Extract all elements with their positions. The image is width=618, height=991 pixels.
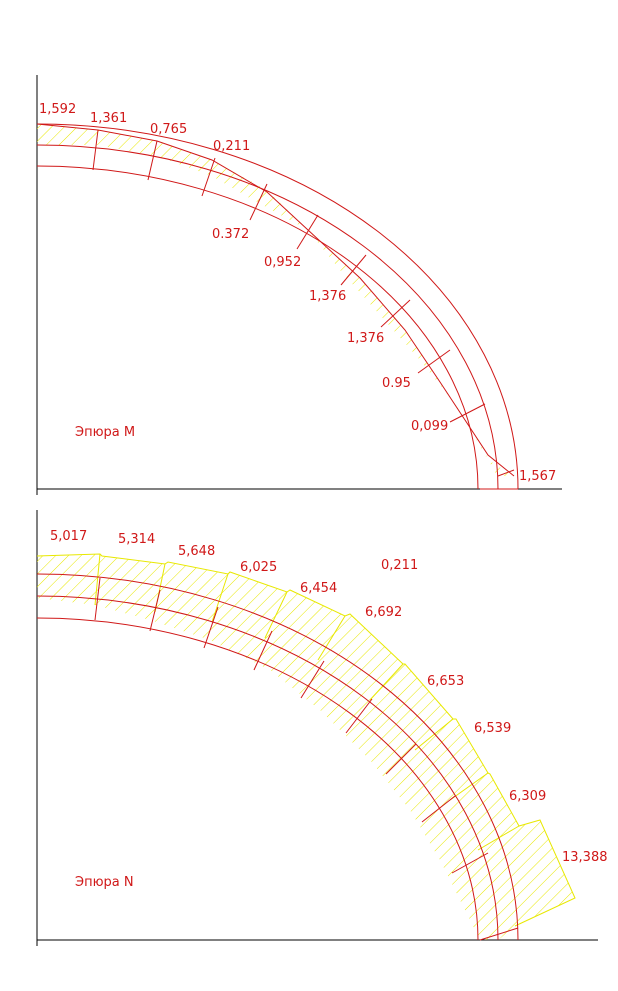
m-segment-lines [92, 129, 518, 490]
n-segment-line [203, 606, 219, 649]
m-segment-line [296, 214, 319, 250]
n-segment-line [253, 630, 273, 671]
m-segment-line [201, 157, 216, 197]
diagram-m: 1,592 1,361 0,765 0,211 0.372 0,952 1,37… [36, 75, 562, 495]
m-value-label: 1,376 [309, 289, 346, 304]
m-hatch-area-top [37, 124, 308, 230]
m-segment-line [340, 254, 367, 286]
n-value-label: 5,648 [178, 544, 215, 559]
m-value-label: 1,376 [347, 331, 384, 346]
m-value-label: 0,952 [264, 255, 301, 270]
n-value-label: 5,017 [50, 529, 87, 544]
m-segment-line [147, 140, 158, 181]
n-force-tick [449, 772, 489, 801]
m-arch-inner [36, 165, 479, 490]
m-hatch-area-bottom [308, 230, 514, 476]
n-segment-line [385, 743, 417, 775]
n-value-label: 6,539 [474, 721, 511, 736]
n-value-label: 6,653 [427, 674, 464, 689]
n-force-tick [264, 591, 288, 639]
n-arch-outer [36, 573, 519, 941]
n-arch-middle [36, 595, 499, 941]
m-value-label: 1,592 [39, 102, 76, 117]
m-value-label: 0.372 [212, 227, 249, 242]
n-segment-line [345, 698, 373, 734]
n-segment-line [149, 589, 161, 632]
n-segment-line [300, 660, 325, 699]
n-force-tick [211, 573, 229, 623]
m-value-label: 0,099 [411, 419, 448, 434]
n-extra-label: 0,211 [381, 558, 418, 573]
n-value-label: 13,388 [562, 850, 608, 865]
n-value-label: 5,314 [118, 532, 155, 547]
m-end-line [497, 469, 515, 477]
m-segment-line [449, 403, 486, 423]
m-value-label: 1,567 [519, 469, 556, 484]
n-segment-line [479, 927, 519, 941]
n-segment-line [451, 852, 489, 874]
diagram-n: 5,017 5,314 5,648 6,025 6,454 6,692 6,65… [36, 510, 608, 946]
m-value-label: 1,361 [90, 111, 127, 126]
n-segment-line [94, 577, 101, 621]
m-arch-outer [36, 123, 519, 490]
n-force-outline [36, 553, 576, 927]
n-diagram-title: Эпюра N [75, 875, 134, 890]
n-hatch-area [37, 554, 575, 940]
m-value-label: 0,211 [213, 139, 250, 154]
n-force-tick [414, 718, 454, 751]
n-value-label: 6,454 [300, 581, 337, 596]
m-segment-line [417, 349, 451, 374]
n-force-tick [369, 663, 404, 701]
n-force-tick [94, 553, 101, 606]
n-value-label: 6,692 [365, 605, 402, 620]
n-value-label: 6,025 [240, 560, 277, 575]
n-segment-lines [94, 577, 519, 941]
m-segment-line [92, 129, 99, 171]
n-force-tick [317, 615, 346, 661]
n-segment-line [421, 795, 456, 823]
m-segment-line [380, 299, 411, 328]
m-diagram-title: Эпюра M [75, 425, 135, 440]
n-value-label: 6,309 [509, 789, 546, 804]
m-moment-line [36, 123, 515, 477]
m-value-label: 0,765 [150, 122, 187, 137]
m-arch-middle [36, 144, 499, 490]
m-value-label: 0.95 [382, 376, 411, 391]
